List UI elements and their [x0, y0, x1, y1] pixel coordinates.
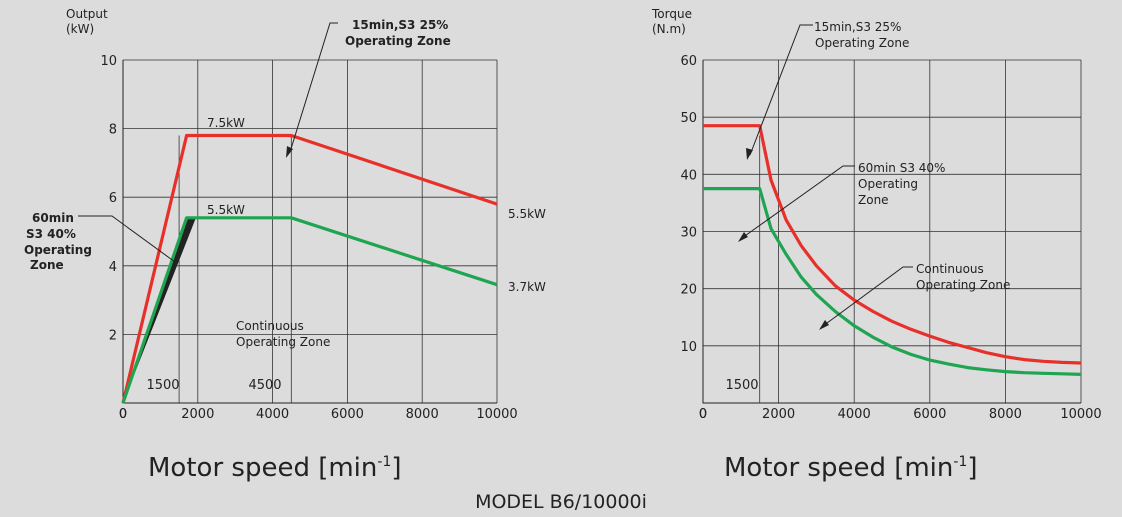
- output-60min-zone-wedge: [123, 217, 196, 403]
- model-caption: MODEL B6/10000i: [475, 491, 647, 513]
- torque-s3-40-label-line1: 60min S3 40%: [858, 161, 945, 175]
- output-ylabel-line1: Output: [66, 7, 108, 21]
- torque-y-tick-20: 20: [680, 283, 697, 298]
- output-y-tick-2: 2: [109, 328, 117, 343]
- s3-25-leader-line: [289, 22, 338, 153]
- torque-ylabel-line1: Torque: [651, 7, 692, 21]
- torque-x-tick-4000: 4000: [838, 407, 871, 422]
- torque-ylabel-line2: (N.m): [652, 22, 686, 36]
- s3-40-zone-label-line1: 60min: [32, 211, 74, 225]
- torque-s3-40-label-line2: Operating: [858, 177, 918, 191]
- output-marker-label-4500: 4500: [248, 378, 281, 393]
- output-y-tick-6: 6: [109, 191, 117, 206]
- torque-x-tick-6000: 6000: [913, 407, 946, 422]
- torque-marker-label-1500: 1500: [725, 378, 758, 393]
- output-x-tick-6000: 6000: [331, 407, 364, 422]
- torque-x-tick-8000: 8000: [989, 407, 1022, 422]
- torque-continuous-label-line1: Continuous: [916, 262, 984, 276]
- output-y-tick-4: 4: [109, 260, 117, 275]
- output-x-tick-2000: 2000: [181, 407, 214, 422]
- torque-series-line-1: [703, 187, 1082, 376]
- torque-gridlines: [703, 59, 1082, 403]
- torque-continuous-label-line2: Operating Zone: [916, 278, 1010, 292]
- s3-25-zone-label-line1: 15min,S3 25%: [352, 18, 448, 32]
- torque-s3-40-arrowhead: [738, 232, 748, 242]
- torque-s3-25-arrowhead: [746, 148, 753, 160]
- torque-x-tick-2000: 2000: [762, 407, 795, 422]
- continuous-zone-label-line1: Continuous: [236, 319, 304, 333]
- torque-s3-25-leader-line: [749, 24, 813, 156]
- s3-40-zone-label-line2: S3 40%: [26, 227, 76, 241]
- torque-series: [703, 124, 1082, 376]
- continuous-output-label: 5.5kW: [207, 203, 245, 217]
- output-x-tick-8000: 8000: [406, 407, 439, 422]
- output-series-line-1: [121, 216, 498, 404]
- torque-s3-25-label-line2: Operating Zone: [815, 36, 909, 50]
- end-continuous-output-label: 3.7kW: [508, 280, 546, 294]
- s3-40-leader-line: [78, 215, 176, 263]
- output-y-ticks: 2 4 6 8 10: [100, 54, 117, 343]
- torque-series-line-0: [703, 124, 1082, 365]
- torque-y-tick-40: 40: [680, 168, 697, 183]
- torque-x-tick-10000: 10000: [1060, 407, 1101, 422]
- s3-25-arrowhead: [286, 146, 293, 158]
- torque-axes: [702, 60, 1081, 404]
- continuous-zone-label-line2: Operating Zone: [236, 335, 330, 349]
- torque-y-tick-50: 50: [680, 111, 697, 126]
- output-x-tick-10000: 10000: [476, 407, 517, 422]
- peak-output-label: 7.5kW: [207, 116, 245, 130]
- s3-40-zone-label-line3: Operating: [24, 243, 92, 257]
- torque-continuous-leader-line: [822, 266, 913, 327]
- torque-axis-lines: [702, 60, 1081, 404]
- output-x-tick-0: 0: [119, 407, 127, 422]
- output-y-tick-10: 10: [100, 54, 117, 69]
- torque-continuous-arrowhead: [819, 320, 829, 330]
- output-xlabel: Motor speed [min-1]: [148, 453, 402, 483]
- output-series-line-0: [121, 133, 498, 404]
- torque-y-tick-10: 10: [680, 340, 697, 355]
- torque-x-tick-0: 0: [699, 407, 707, 422]
- end-peak-output-label: 5.5kW: [508, 207, 546, 221]
- torque-speed-markers: 1500: [725, 135, 761, 403]
- s3-25-zone-label-line2: Operating Zone: [345, 34, 451, 48]
- torque-s3-40-leader-line: [741, 165, 855, 239]
- torque-y-ticks: 10 20 30 40 50 60: [680, 54, 697, 355]
- torque-x-tick-0: 0: [699, 407, 707, 422]
- output-x-tick-0: 0: [119, 407, 127, 422]
- torque-y-tick-60: 60: [680, 54, 697, 69]
- output-x-tick-4000: 4000: [256, 407, 289, 422]
- output-60min-zone: [123, 217, 196, 403]
- output-y-tick-8: 8: [109, 123, 117, 138]
- s3-40-zone-label-line4: Zone: [30, 258, 64, 272]
- torque-xlabel: Motor speed [min-1]: [724, 453, 978, 483]
- output-gridlines: [123, 59, 498, 403]
- output-series: [121, 133, 498, 404]
- output-speed-markers: 1500 4500: [146, 135, 292, 403]
- torque-s3-25-label-line1: 15min,S3 25%: [814, 20, 901, 34]
- torque-y-tick-30: 30: [680, 226, 697, 241]
- output-ylabel-line2: (kW): [66, 22, 94, 36]
- torque-s3-40-label-line3: Zone: [858, 193, 889, 207]
- output-marker-label-1500: 1500: [146, 378, 179, 393]
